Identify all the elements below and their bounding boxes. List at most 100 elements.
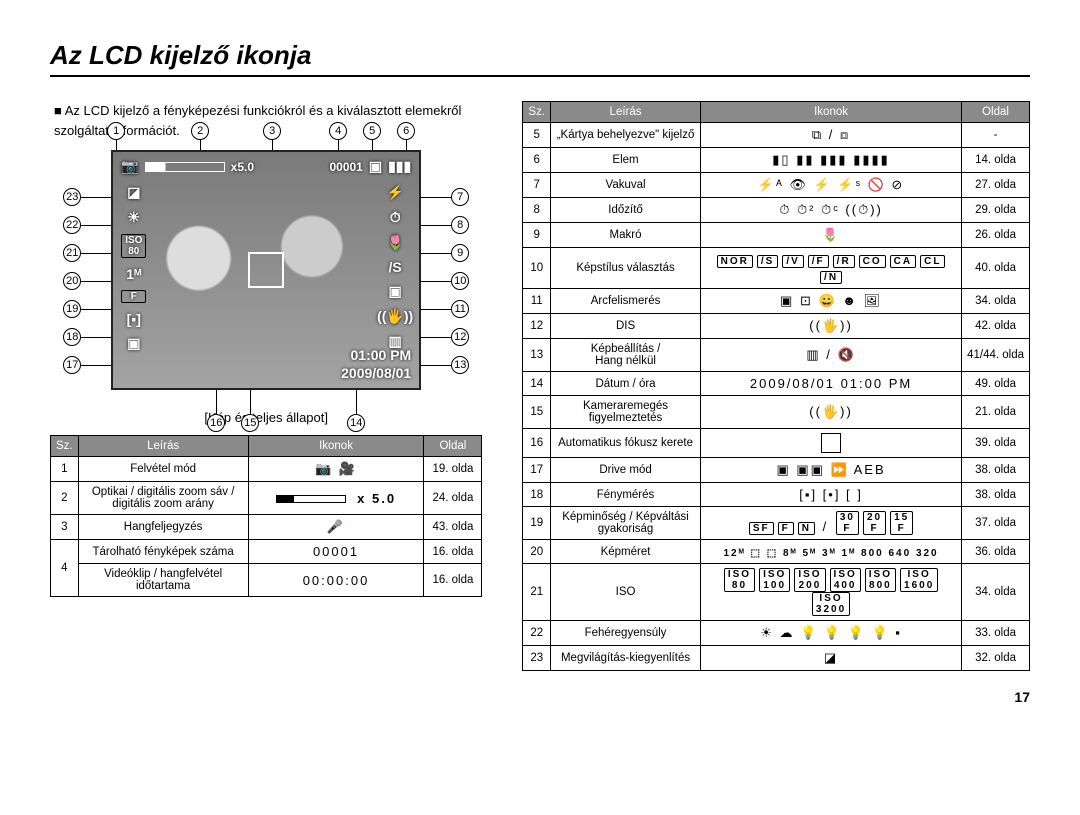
title-rule	[50, 75, 1030, 77]
th-leiras-2: Leírás	[551, 102, 701, 123]
cell-num: 15	[523, 396, 551, 429]
cell-page: 40. olda	[962, 248, 1030, 289]
cell-page: 49. olda	[962, 372, 1030, 396]
icon-table-1: Sz. Leírás Ikonok Oldal 1Felvétel mód📷 🎥…	[50, 435, 482, 597]
cell-page: 39. olda	[962, 429, 1030, 458]
page-number: 17	[50, 689, 1030, 705]
cell-icons: 🌷	[701, 223, 962, 248]
table-row: 7Vakuval⚡ᴬ 👁 ⚡ ⚡ˢ 🚫 ⊘27. olda	[523, 173, 1030, 198]
table-row: 13Képbeállítás /Hang nélkül▥ / 🔇41/44. o…	[523, 339, 1030, 372]
callout-9: 9	[451, 244, 469, 262]
ev-icon: ◪	[119, 184, 148, 201]
callout-14: 14	[347, 414, 365, 432]
cell-icons	[701, 429, 962, 458]
cell-num: 3	[51, 515, 79, 540]
cell-desc: Videóklip / hangfelvétel időtartama	[78, 564, 248, 597]
size-icon: 1ᴹ	[119, 266, 148, 282]
lcd-time: 01:00 PM	[341, 346, 411, 364]
cell-num: 20	[523, 540, 551, 564]
cell-desc: Fénymérés	[551, 483, 701, 507]
cell-num: 17	[523, 458, 551, 483]
cell-icons: SFFN / 30F20F15F	[701, 507, 962, 540]
cell-desc: Megvilágítás-kiegyenlítés	[551, 646, 701, 671]
cell-icons: [▪] [•] [ ]	[701, 483, 962, 507]
lcd-date: 2009/08/01	[341, 364, 411, 382]
cell-icons: ⚡ᴬ 👁 ⚡ ⚡ˢ 🚫 ⊘	[701, 173, 962, 198]
table-row: 16Automatikus fókusz kerete39. olda	[523, 429, 1030, 458]
cell-desc: Felvétel mód	[78, 457, 248, 482]
cell-desc: Elem	[551, 148, 701, 173]
cell-icons: ((🖐))	[701, 396, 962, 429]
cell-num: 2	[51, 482, 79, 515]
table-row: 6Elem▮▯ ▮▮ ▮▮▮ ▮▮▮▮14. olda	[523, 148, 1030, 173]
cell-page: -	[962, 123, 1030, 148]
cell-page: 26. olda	[962, 223, 1030, 248]
cell-desc: Drive mód	[551, 458, 701, 483]
table-row: 14Dátum / óra2009/08/01 01:00 PM49. olda	[523, 372, 1030, 396]
page-title: Az LCD kijelző ikonja	[50, 40, 1030, 71]
cell-desc: Képstílus választás	[551, 248, 701, 289]
cell-num: 23	[523, 646, 551, 671]
cell-desc: ISO	[551, 564, 701, 621]
macro-icon: 🌷	[386, 234, 403, 251]
cell-desc: Automatikus fókusz kerete	[551, 429, 701, 458]
style-icon: /S	[389, 259, 402, 275]
cell-page: 14. olda	[962, 148, 1030, 173]
cell-desc: Makró	[551, 223, 701, 248]
cell-desc: Dátum / óra	[551, 372, 701, 396]
cell-page: 41/44. olda	[962, 339, 1030, 372]
table-row: Videóklip / hangfelvétel időtartama00:00…	[51, 564, 482, 597]
cell-icons: ▥ / 🔇	[701, 339, 962, 372]
cell-num: 21	[523, 564, 551, 621]
callout-11: 11	[451, 300, 469, 318]
callout-16: 16	[207, 414, 225, 432]
callout-15: 15	[241, 414, 259, 432]
card-icon: ▣	[369, 158, 382, 175]
cell-page: 36. olda	[962, 540, 1030, 564]
timer-icon: ⏱	[390, 209, 401, 226]
cell-icons: ☀ ☁ 💡 💡 💡 💡 ▪	[701, 621, 962, 646]
callout-8: 8	[451, 216, 469, 234]
wb-icon: ☀	[119, 209, 148, 226]
cell-desc: „Kártya behelyezve" kijelző	[551, 123, 701, 148]
table-row: 3Hangfeljegyzés🎤43. olda	[51, 515, 482, 540]
table-row: 20Képméret12ᴹ ⬚ ⬚ 8ᴹ 5ᴹ 3ᴹ 1ᴹ 800 640 32…	[523, 540, 1030, 564]
th-ikonok-2: Ikonok	[701, 102, 962, 123]
cell-num: 5	[523, 123, 551, 148]
lcd-diagram: 1 2 3 4 5 6 23 22 21 20 19 18 17 7 8 9 1…	[50, 150, 482, 425]
table-row: 11Arcfelismerés▣ ⊡ 😀 ☻ 🖼34. olda	[523, 289, 1030, 314]
cell-page: 29. olda	[962, 198, 1030, 223]
cell-page: 19. olda	[424, 457, 482, 482]
cell-page: 34. olda	[962, 289, 1030, 314]
cell-num: 14	[523, 372, 551, 396]
cell-num: 19	[523, 507, 551, 540]
callout-10: 10	[451, 272, 469, 290]
th-oldal: Oldal	[424, 436, 482, 457]
cell-num: 11	[523, 289, 551, 314]
table-row: 18Fénymérés[▪] [•] [ ]38. olda	[523, 483, 1030, 507]
th-sz: Sz.	[51, 436, 79, 457]
table-row: 22Fehéregyensúly☀ ☁ 💡 💡 💡 💡 ▪33. olda	[523, 621, 1030, 646]
cell-desc: Képbeállítás /Hang nélkül	[551, 339, 701, 372]
quality-icon: F	[121, 290, 146, 303]
zoom-bar	[145, 162, 225, 172]
th-leiras: Leírás	[78, 436, 248, 457]
cell-icons: 00:00:00	[248, 564, 424, 597]
lcd-frame: 📷 x5.0 00001 ▣ ▮▮▮ ◪	[111, 150, 421, 390]
table-row: 4Tárolható fényképek száma0000116. olda	[51, 540, 482, 564]
mode-icon: 📷	[121, 158, 138, 175]
cell-icons: 🎤	[248, 515, 424, 540]
cell-icons: NOR/S/V/F/RCOCACL/N	[701, 248, 962, 289]
callout-19: 19	[63, 300, 81, 318]
cell-num: 22	[523, 621, 551, 646]
cell-icons: ◪	[701, 646, 962, 671]
table-row: 9Makró🌷26. olda	[523, 223, 1030, 248]
cell-num: 13	[523, 339, 551, 372]
cell-desc: Időzítő	[551, 198, 701, 223]
th-ikonok: Ikonok	[248, 436, 424, 457]
cell-page: 43. olda	[424, 515, 482, 540]
cell-icons: ⏱ ⏱² ⏱ᶜ ((⏱))	[701, 198, 962, 223]
cell-num: 18	[523, 483, 551, 507]
cell-num: 7	[523, 173, 551, 198]
battery-icon: ▮▮▮	[388, 158, 411, 175]
